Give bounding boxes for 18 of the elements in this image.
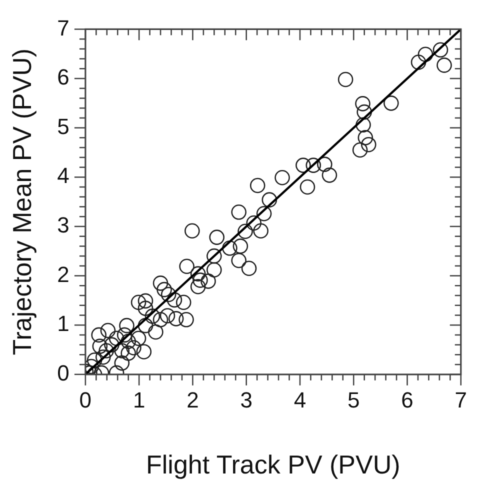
y-tick-label: 4 <box>57 163 70 188</box>
x-axis-title: Flight Track PV (PVU) <box>146 450 400 480</box>
x-tick-label: 3 <box>240 388 252 413</box>
y-tick-label: 6 <box>57 64 70 90</box>
x-tick-label: 1 <box>132 388 146 413</box>
x-tick-label: 6 <box>401 388 414 413</box>
y-tick-label: 7 <box>57 15 70 40</box>
x-tick-label: 4 <box>294 388 306 413</box>
x-tick-label: 5 <box>347 388 360 413</box>
x-tick-label: 7 <box>454 388 468 413</box>
y-tick-label: 3 <box>57 212 70 238</box>
y-tick-label: 2 <box>57 262 70 287</box>
x-tick-label: 2 <box>186 388 199 413</box>
y-tick-label: 1 <box>57 311 70 336</box>
y-axis-title: Trajectory Mean PV (PVU) <box>6 48 37 356</box>
x-tick-label: 0 <box>79 388 92 413</box>
y-tick-label: 0 <box>57 360 70 386</box>
y-tick-label: 5 <box>57 114 70 139</box>
